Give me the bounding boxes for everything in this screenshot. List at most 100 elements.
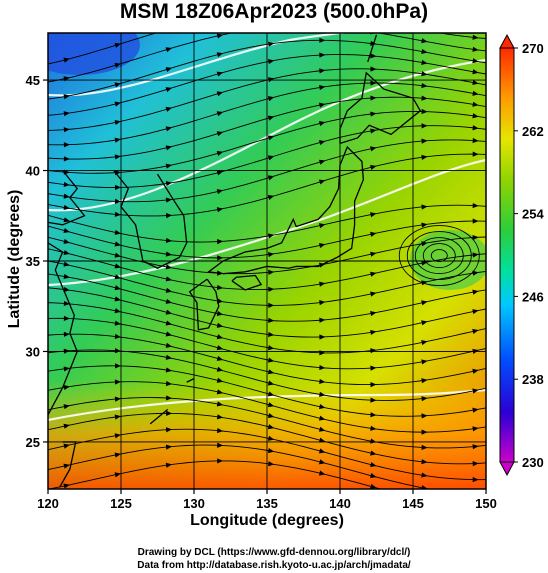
wind-arrow	[216, 111, 224, 117]
wind-arrow	[267, 345, 275, 351]
wind-arrow	[165, 126, 173, 132]
wind-arrow	[318, 121, 326, 127]
wind-arrow	[472, 309, 479, 315]
wind-arrow	[472, 461, 479, 467]
wind-arrow	[63, 423, 70, 429]
wind-arrow	[216, 189, 224, 195]
wind-arrow	[319, 364, 326, 371]
wind-arrow	[421, 108, 428, 115]
wind-arrow	[165, 197, 173, 203]
wind-arrow	[114, 285, 121, 291]
wind-arrow	[319, 281, 326, 287]
wind-arrow	[216, 71, 224, 77]
wind-arrow	[267, 402, 275, 408]
wind-arrow	[216, 414, 224, 420]
wind-arrow	[472, 218, 479, 224]
wind-arrow	[165, 287, 173, 293]
wind-arrow	[165, 237, 173, 244]
temperature-field	[48, 10, 486, 489]
colorbar-tick-label: 238	[522, 372, 544, 387]
wind-arrow	[421, 27, 427, 32]
colorbar-tick-label: 254	[522, 207, 544, 222]
wind-arrow	[472, 58, 479, 64]
wind-arrow	[114, 42, 121, 48]
vortex-streamline	[422, 243, 456, 269]
wind-arrow	[165, 367, 173, 373]
wind-arrow	[370, 40, 377, 47]
wind-arrow	[421, 222, 428, 228]
wind-arrow	[421, 378, 428, 384]
wind-arrow	[216, 389, 224, 395]
wind-arrow	[216, 310, 224, 317]
wind-arrow	[370, 53, 377, 59]
wind-arrow	[114, 62, 121, 68]
wind-arrow	[216, 52, 224, 58]
wind-arrow	[165, 163, 173, 169]
wind-arrow	[217, 458, 224, 464]
wind-arrow	[216, 355, 224, 361]
wind-arrow	[370, 412, 377, 418]
wind-arrow	[318, 140, 326, 146]
wind-arrow	[268, 302, 275, 308]
wind-arrow	[421, 320, 428, 326]
wind-arrow	[421, 396, 428, 402]
wind-arrow	[268, 251, 275, 258]
x-tick-label: 125	[110, 496, 132, 511]
wind-arrow	[217, 270, 224, 276]
wind-arrow	[217, 239, 224, 245]
wind-arrow	[267, 435, 275, 441]
wind-arrow	[472, 34, 479, 40]
wind-arrow	[216, 366, 224, 372]
wind-arrow	[318, 159, 326, 165]
wind-arrow	[370, 473, 377, 479]
wind-arrow	[114, 308, 121, 314]
wind-arrow	[268, 269, 275, 275]
wind-arrow	[421, 204, 428, 210]
wind-arrow	[114, 348, 121, 354]
wind-arrow	[268, 286, 275, 292]
wind-arrow	[319, 52, 326, 58]
colorbar-tick-label: 230	[522, 455, 544, 470]
coastline	[231, 274, 263, 291]
wind-arrow	[165, 380, 173, 387]
wind-arrow	[267, 412, 275, 419]
wind-arrow	[319, 85, 326, 91]
wind-arrow	[370, 450, 377, 456]
wind-arrow	[267, 357, 275, 363]
wind-arrow	[421, 154, 428, 160]
wind-arrow	[268, 461, 275, 467]
wind-arrow	[165, 251, 173, 257]
wind-arrow	[267, 448, 275, 454]
wind-arrow	[114, 229, 121, 235]
wind-arrow	[267, 115, 275, 121]
x-tick-label: 120	[37, 496, 59, 511]
wind-arrow	[165, 276, 173, 282]
wind-arrow	[318, 415, 326, 421]
wind-arrow	[472, 79, 479, 86]
wind-arrow	[268, 10, 274, 15]
credit-line-2: Data from http://database.rish.kyoto-u.a…	[137, 560, 411, 571]
wind-arrow	[114, 211, 121, 217]
wind-arrow	[421, 429, 428, 435]
colorbar	[499, 33, 515, 477]
wind-arrow	[63, 463, 70, 469]
wind-arrow	[267, 96, 275, 102]
wind-arrow	[267, 135, 275, 141]
wind-arrow	[114, 241, 121, 247]
wind-arrow	[217, 15, 223, 20]
wind-arrow	[267, 41, 275, 47]
wind-arrow	[63, 127, 70, 133]
wind-arrow	[370, 80, 377, 86]
wind-arrow	[472, 426, 479, 432]
wind-arrow	[63, 193, 70, 199]
wind-arrow	[319, 262, 326, 268]
wind-arrow	[421, 138, 428, 144]
wind-arrow	[421, 485, 428, 489]
wind-arrow	[472, 202, 479, 209]
wind-arrow	[319, 37, 326, 43]
wind-arrow	[165, 342, 173, 348]
wind-arrow	[267, 155, 275, 161]
wind-arrow	[165, 87, 173, 93]
wind-arrow	[268, 331, 275, 338]
wind-arrow	[421, 472, 428, 478]
